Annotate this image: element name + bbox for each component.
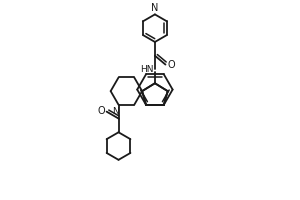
Text: N: N bbox=[151, 3, 159, 13]
Text: N: N bbox=[112, 107, 119, 116]
Text: O: O bbox=[167, 60, 175, 70]
Text: HN: HN bbox=[140, 65, 154, 74]
Text: O: O bbox=[97, 106, 105, 116]
